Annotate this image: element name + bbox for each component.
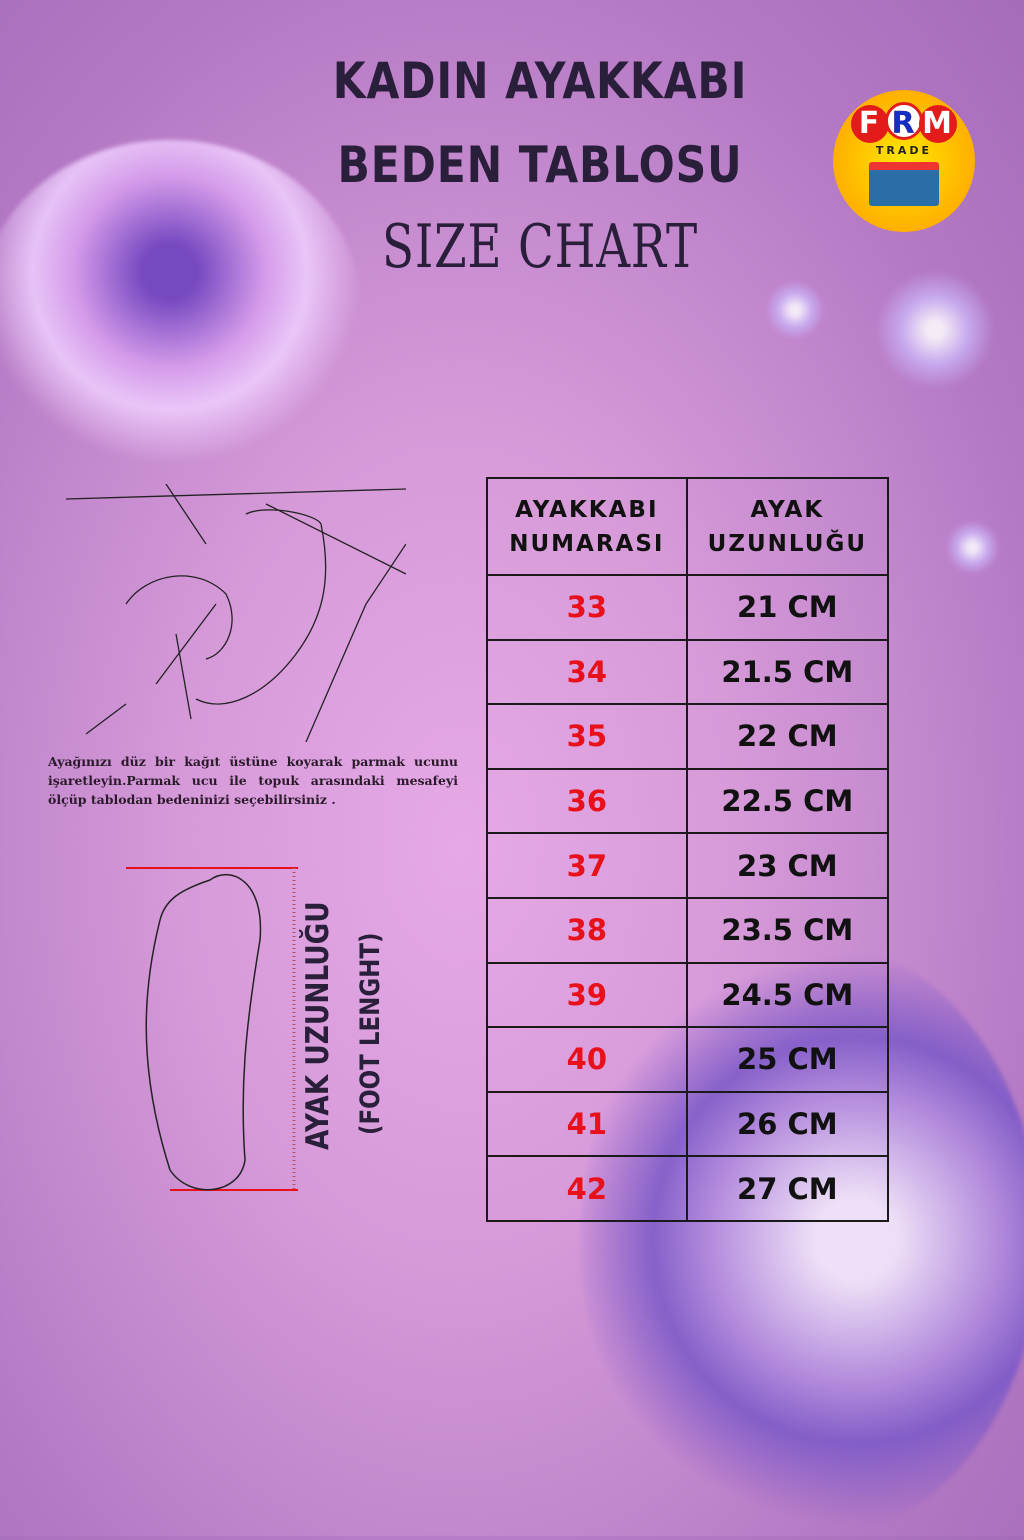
shoe-size: 34 (486, 638, 688, 706)
table-row: 35 22 CM (486, 703, 890, 770)
logo-letter: R (885, 102, 923, 141)
foot-length: 22 CM (685, 703, 890, 770)
shoe-size: 37 (486, 832, 688, 899)
star-icon (945, 520, 1000, 575)
foot-length-label-tr: AYAK UZUNLUĞU (300, 901, 336, 1150)
logo-subtitle: TRADE (875, 144, 933, 157)
table-row: 39 24.5 CM (486, 961, 890, 1029)
shoe-size: 42 (486, 1155, 688, 1222)
logo-letter: F (851, 105, 889, 143)
foot-length: 27 CM (685, 1155, 890, 1222)
header-shoe-size: AYAKKABI NUMARASI (486, 477, 688, 576)
foot-length: 25 CM (685, 1026, 890, 1093)
table-row: 34 21.5 CM (486, 638, 890, 706)
measuring-instructions: Ayağınızı düz bir kağıt üstüne koyarak p… (48, 754, 458, 807)
table-row: 42 27 CM (486, 1155, 890, 1222)
foot-length: 26 CM (685, 1090, 890, 1158)
foot-length: 21.5 CM (685, 638, 890, 706)
header-foot-length: AYAK UZUNLUĞU (685, 477, 890, 576)
shop-laptop-icon (869, 162, 939, 206)
table-row: 36 22.5 CM (486, 767, 890, 835)
table-row: 38 23.5 CM (486, 896, 890, 964)
table-row: 40 25 CM (486, 1026, 890, 1093)
holographic-blob-top-left (0, 140, 360, 470)
foot-length: 21 CM (685, 574, 890, 641)
foot-outline-diagram (126, 867, 298, 1191)
shoe-size: 39 (486, 961, 688, 1029)
title-line-1: KADIN AYAKKABI (332, 52, 748, 110)
title-line-2: BEDEN TABLOSU (337, 136, 743, 194)
shoe-size: 41 (486, 1090, 688, 1158)
table-row: 41 26 CM (486, 1090, 890, 1158)
shoe-size: 40 (486, 1026, 688, 1093)
foot-length: 22.5 CM (685, 767, 890, 835)
foot-length: 23 CM (685, 832, 890, 899)
star-icon (765, 280, 825, 340)
table-row: 33 21 CM (486, 574, 890, 641)
star-icon (875, 270, 995, 390)
logo-letter: M (919, 105, 957, 143)
shoe-size: 38 (486, 896, 688, 964)
shoe-size: 35 (486, 703, 688, 770)
shoe-size: 36 (486, 767, 688, 835)
foot-length: 24.5 CM (685, 961, 890, 1029)
title-line-3: SIZE CHART (382, 212, 698, 282)
table-row: 37 23 CM (486, 832, 890, 899)
foot-measuring-sketch (66, 484, 406, 743)
size-chart-table: AYAKKABI NUMARASI AYAK UZUNLUĞU 33 21 CM 3… (486, 477, 890, 1222)
foot-length-label-en: (FOOT LENGHT) (355, 932, 386, 1135)
foot-length: 23.5 CM (685, 896, 890, 964)
shoe-size: 33 (486, 574, 688, 641)
